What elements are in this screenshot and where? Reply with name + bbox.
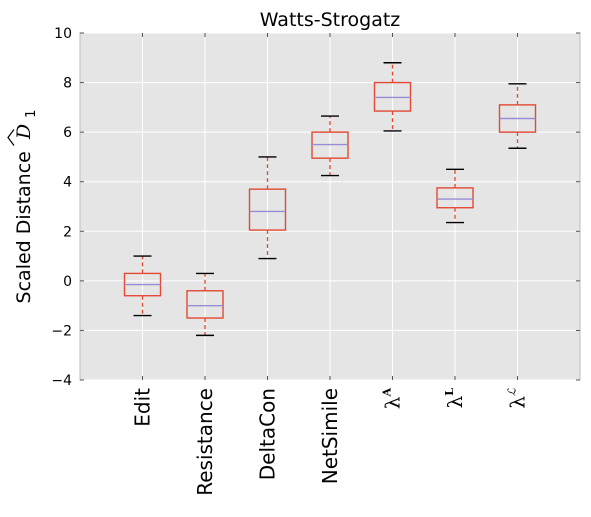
y-tick-label: −2 [51, 323, 72, 339]
x-tick-label: NetSimile [318, 388, 342, 484]
y-tick-label: 10 [54, 26, 72, 42]
y-tick-label: 2 [63, 224, 72, 240]
x-tick-label: λA [381, 388, 405, 410]
y-tick-label: 4 [63, 175, 72, 191]
x-tick-label: Edit [131, 388, 155, 427]
x-tick-label-superscript: A [381, 388, 394, 398]
x-tick-label-text: Edit [131, 388, 155, 427]
x-tick-label-text: NetSimile [318, 388, 342, 484]
axis-ticks: −4 −2 0 2 4 6 8 10 [51, 26, 580, 389]
x-tick-label-text: DeltaCon [256, 388, 280, 480]
hat-mark [7, 129, 15, 146]
box-body [186, 290, 224, 319]
y-tick-label: 0 [63, 274, 72, 290]
box-body [436, 187, 474, 209]
box-1 [123, 255, 162, 317]
box-3 [248, 156, 287, 260]
x-tick-label-text: λ [381, 396, 405, 409]
grid-lines [80, 32, 580, 381]
y-axis-label-subscript: 1 [24, 110, 39, 118]
box-6 [436, 168, 474, 224]
x-tick-label-text: λ [443, 395, 467, 408]
y-axis-label-text: Scaled Distance [13, 151, 35, 303]
x-tick-label-superscript: L [443, 388, 456, 396]
box-series [123, 62, 537, 337]
box-5 [373, 62, 412, 132]
y-axis-label-hat [7, 129, 15, 146]
chart-title: Watts-Strogatz [260, 9, 401, 31]
box-7 [498, 83, 537, 149]
box-4 [311, 115, 349, 177]
x-tick-label: λL [443, 388, 467, 409]
x-tick-label: λℒ [506, 387, 530, 409]
box-body [248, 188, 287, 231]
y-tick-label: 6 [63, 125, 72, 141]
x-tick-label-text: λ [506, 396, 530, 409]
y-axis-label-symbol: D [13, 124, 35, 140]
box-2 [186, 272, 224, 337]
y-tick-label: 8 [63, 76, 72, 92]
y-tick-label: −4 [51, 373, 72, 389]
x-tick-label: DeltaCon [256, 388, 280, 480]
x-tick-label: Resistance [193, 388, 217, 496]
x-tick-label-text: Resistance [193, 388, 217, 496]
x-tick-label-superscript: ℒ [506, 387, 519, 396]
y-axis-label: Scaled Distance D 1 [13, 110, 39, 304]
